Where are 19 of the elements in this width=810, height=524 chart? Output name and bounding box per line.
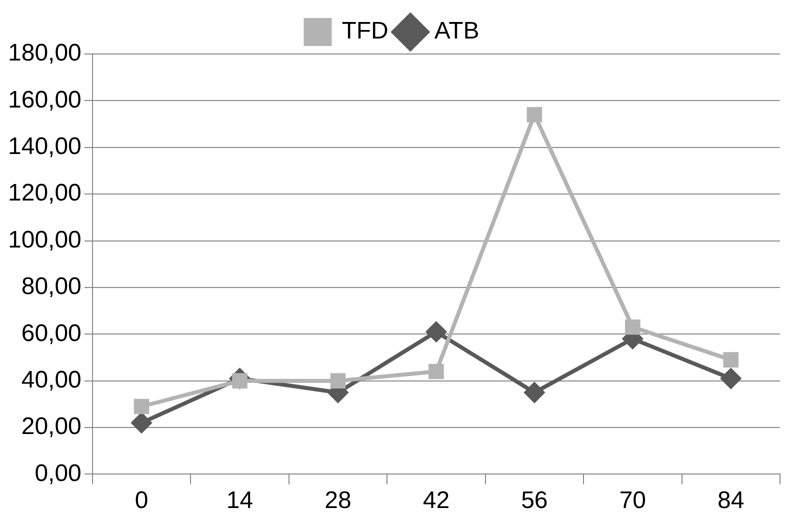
y-tick-label: 180,00	[8, 40, 82, 67]
x-tick-label: 14	[226, 487, 254, 514]
x-tick-label: 84	[718, 487, 744, 514]
y-tick-label: 120,00	[8, 180, 82, 207]
y-tick-label: 160,00	[8, 86, 82, 114]
x-tick-label: 0	[134, 487, 148, 514]
y-tick-label: 20,00	[21, 413, 82, 440]
x-tick-label: 56	[521, 487, 548, 514]
x-tick-label: 28	[324, 487, 352, 514]
legend-label: ATB	[434, 18, 480, 45]
x-tick-label: 42	[422, 487, 450, 514]
y-tick-label: 80,00	[21, 273, 82, 300]
y-tick-label: 140,00	[8, 133, 82, 160]
legend-label: TFD	[342, 18, 388, 45]
y-tick-label: 40,00	[21, 366, 82, 394]
y-tick-label: 0,00	[34, 460, 82, 487]
y-tick-label: 100,00	[8, 226, 82, 254]
x-tick-label: 70	[619, 487, 646, 514]
y-tick-label: 60,00	[21, 320, 82, 347]
